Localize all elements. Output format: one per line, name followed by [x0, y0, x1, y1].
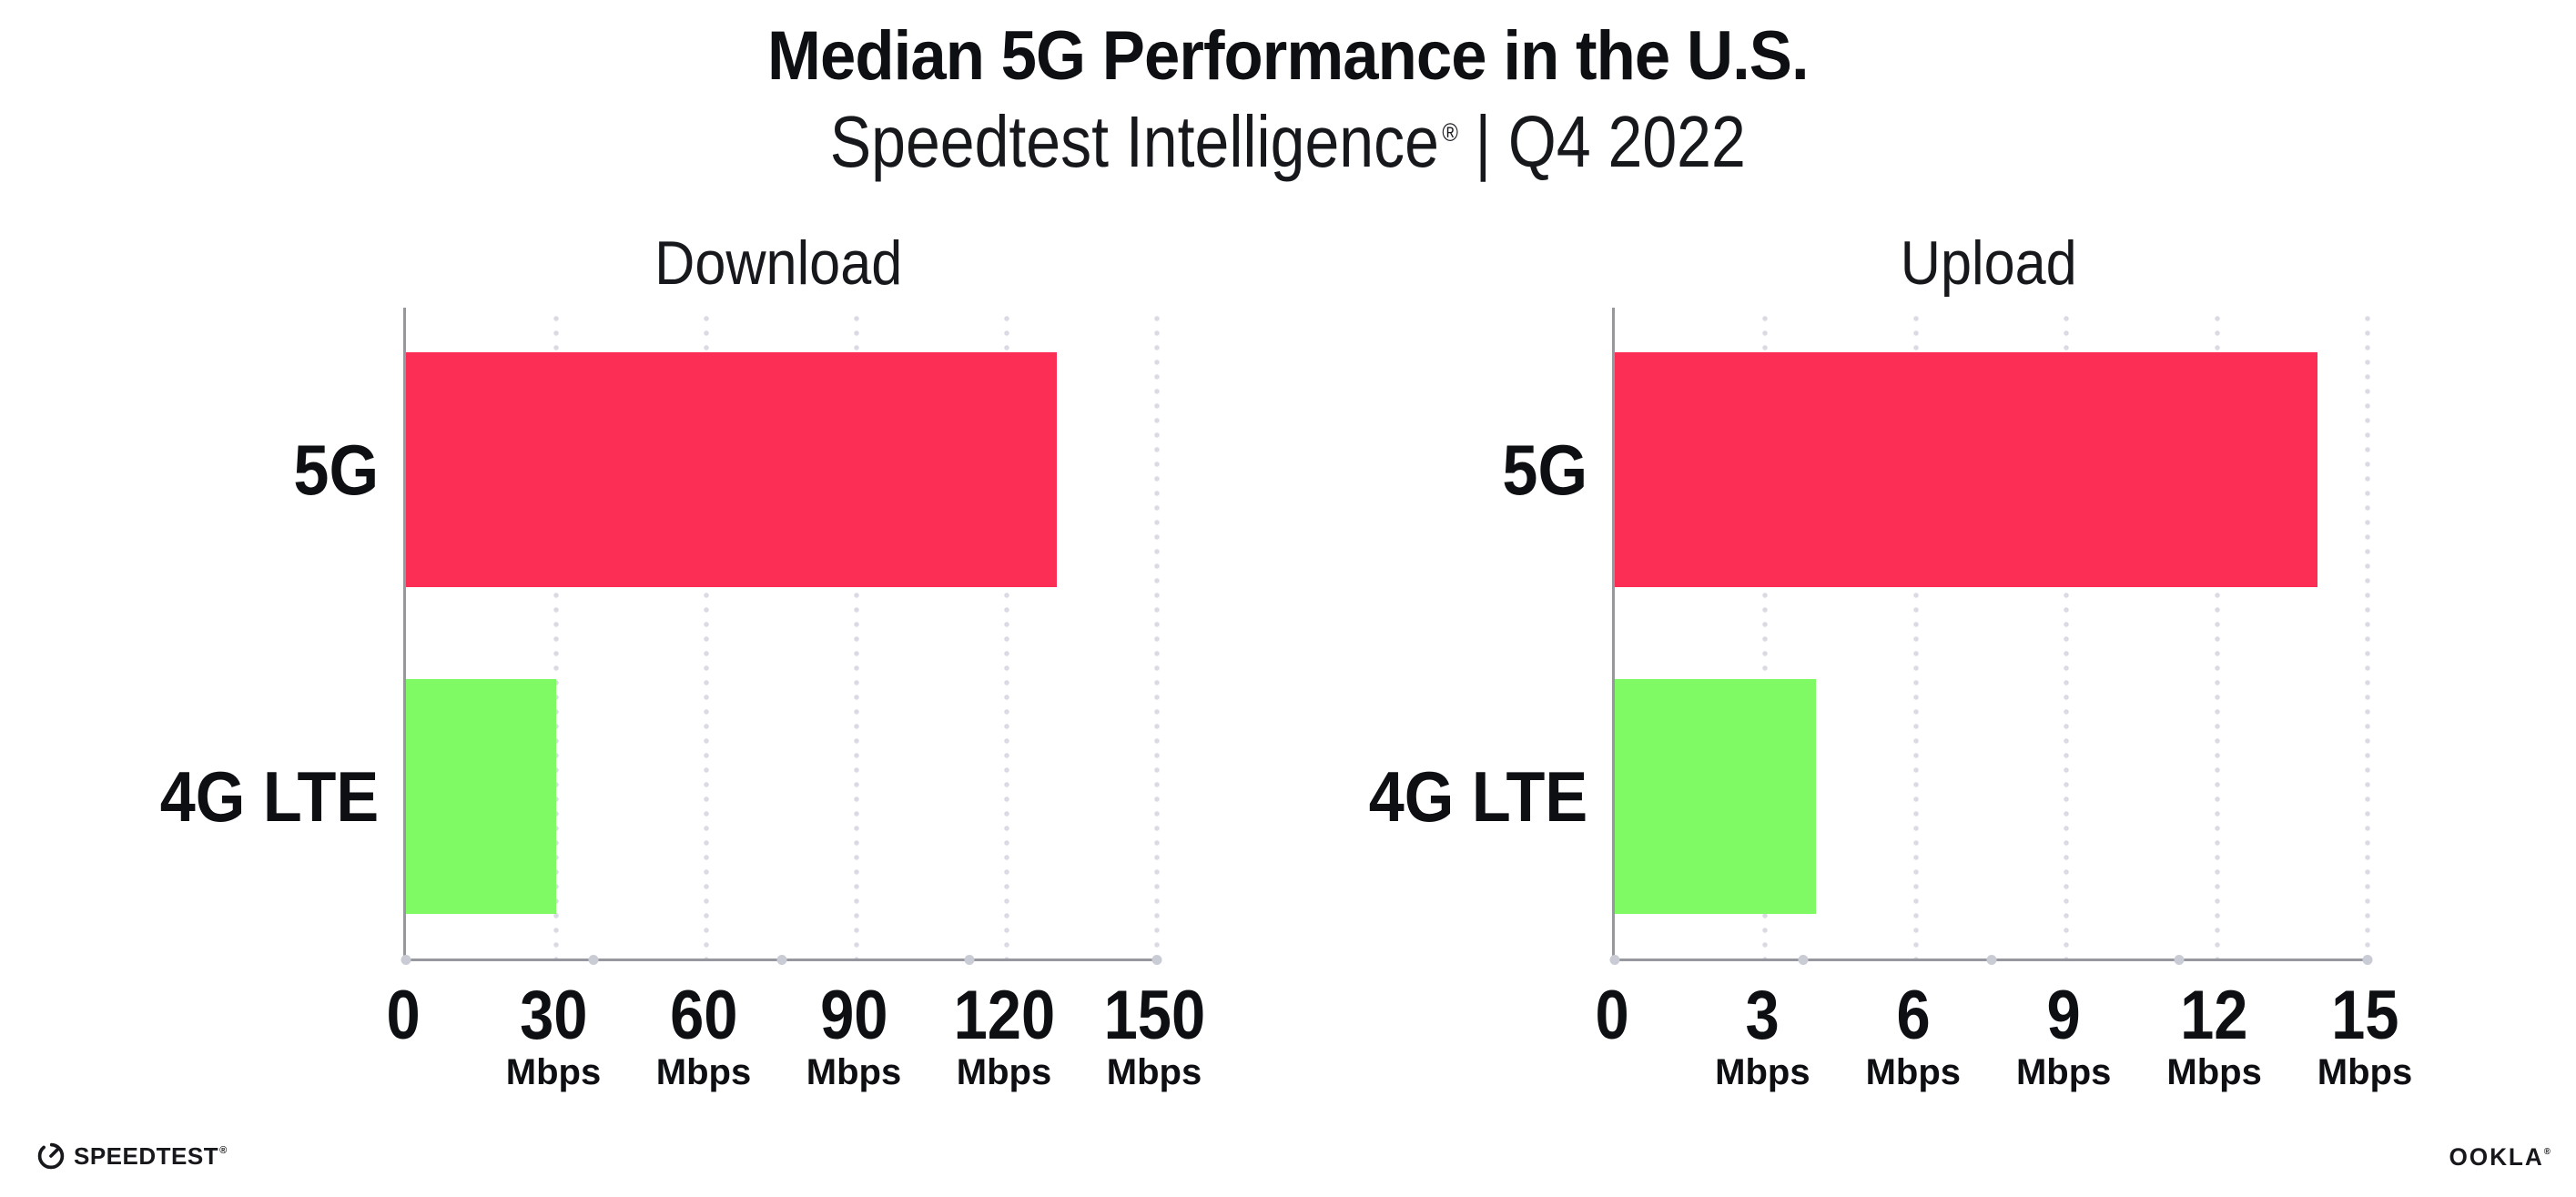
- subtitle-period: Q4 2022: [1508, 101, 1747, 182]
- x-axis-dot: [401, 955, 411, 965]
- tick-number: 9: [2046, 977, 2081, 1054]
- tick-label: 90 Mbps: [754, 977, 954, 1093]
- gridline: [1153, 308, 1161, 959]
- tick-unit: Mbps: [1865, 1052, 1962, 1092]
- x-axis-dot: [776, 955, 786, 965]
- subtitle: Speedtest Intelligence ® | Q4 2022: [0, 100, 2576, 184]
- x-axis-dot: [964, 955, 975, 965]
- subtitle-brand: Speedtest Intelligence: [829, 101, 1440, 182]
- x-axis-dot: [588, 955, 599, 965]
- tick-number: 30: [519, 977, 588, 1054]
- tick-label: 60 Mbps: [603, 977, 804, 1093]
- category-label-5g: 5G: [1502, 429, 1587, 510]
- tick-unit: Mbps: [2015, 1052, 2112, 1092]
- tick-unit: Mbps: [806, 1052, 902, 1092]
- tick-label: 0: [303, 981, 503, 1050]
- gridline: [1912, 308, 1920, 959]
- x-axis-dot: [1151, 955, 1162, 965]
- chart-title-upload: Upload: [1900, 228, 2077, 298]
- bar-4g-lte-upload: [1615, 679, 1816, 914]
- x-axis-dot: [1986, 955, 1996, 965]
- tick-number: 150: [1103, 977, 1205, 1054]
- tick-number: 60: [669, 977, 738, 1054]
- tick-label: 12 Mbps: [2115, 977, 2315, 1093]
- tick-unit: Mbps: [655, 1052, 752, 1092]
- speedtest-gauge-icon: [37, 1142, 65, 1170]
- tick-number: 3: [1745, 977, 1780, 1054]
- tick-number: 120: [953, 977, 1055, 1054]
- category-label-4g-lte: 4G LTE: [1368, 756, 1587, 837]
- category-label-4g-lte: 4G LTE: [159, 756, 379, 837]
- category-label-5g: 5G: [293, 429, 379, 510]
- tick-unit: Mbps: [2317, 1052, 2413, 1092]
- ookla-wordmark: OOKLA®: [2449, 1143, 2551, 1171]
- registered-mark: ®: [1442, 118, 1459, 147]
- tick-unit: Mbps: [2166, 1052, 2262, 1092]
- tick-number: 12: [2180, 977, 2248, 1054]
- x-axis-ticks-upload: 0 3 Mbps 6 Mbps 9 Mbps 12 Mbps 15 Mbps: [1595, 977, 2412, 1127]
- bar-5g-upload: [1615, 352, 2317, 587]
- speedtest-logo: SPEEDTEST®: [36, 1141, 228, 1171]
- tick-label: 6 Mbps: [1813, 977, 2013, 1093]
- tick-number: 90: [819, 977, 888, 1054]
- tick-unit: Mbps: [505, 1052, 602, 1092]
- subtitle-separator: |: [1475, 101, 1492, 182]
- gridline: [853, 308, 860, 959]
- plot-area-download: [401, 308, 1162, 965]
- gridline: [2364, 308, 2371, 959]
- bar-4g-lte-download: [406, 679, 556, 914]
- tick-label: 0: [1512, 981, 1712, 1050]
- tick-number: 0: [386, 977, 421, 1054]
- tick-number: 0: [1595, 977, 1629, 1054]
- tick-label: 3 Mbps: [1662, 977, 1862, 1093]
- gridline: [553, 308, 560, 959]
- gridline: [2063, 308, 2070, 959]
- tick-label: 15 Mbps: [2265, 977, 2465, 1093]
- ookla-registered-mark: ®: [2543, 1147, 2551, 1157]
- tick-unit: Mbps: [1715, 1052, 1810, 1092]
- x-axis-dot: [2174, 955, 2185, 965]
- gridline: [1003, 308, 1010, 959]
- x-axis-ticks-download: 0 30 Mbps 60 Mbps 90 Mbps 120 Mbps 150 Mbps: [386, 977, 1204, 1127]
- plot-area-upload: [1609, 308, 2373, 965]
- tick-label: 9 Mbps: [1963, 977, 2164, 1093]
- x-axis-dot: [2362, 955, 2373, 965]
- bar-5g-download: [406, 352, 1057, 587]
- tick-number: 6: [1896, 977, 1931, 1054]
- gridline: [2214, 308, 2221, 959]
- tick-label: 150 Mbps: [1054, 977, 1254, 1093]
- tick-label: 30 Mbps: [453, 977, 654, 1093]
- page-title: Median 5G Performance in the U.S.: [767, 17, 1810, 95]
- ookla-logo: OOKLA®: [2446, 1143, 2551, 1172]
- tick-label: 120 Mbps: [904, 977, 1104, 1093]
- speedtest-wordmark: SPEEDTEST®: [74, 1141, 228, 1170]
- chart-title-download: Download: [654, 228, 903, 298]
- gridline: [703, 308, 710, 959]
- x-axis-dot: [1609, 955, 1620, 965]
- tick-unit: Mbps: [956, 1052, 1052, 1092]
- tick-number: 15: [2330, 977, 2399, 1054]
- tick-unit: Mbps: [1106, 1052, 1202, 1092]
- speedtest-registered-mark: ®: [219, 1144, 228, 1156]
- gridline: [1761, 308, 1769, 959]
- x-axis-dot: [1798, 955, 1809, 965]
